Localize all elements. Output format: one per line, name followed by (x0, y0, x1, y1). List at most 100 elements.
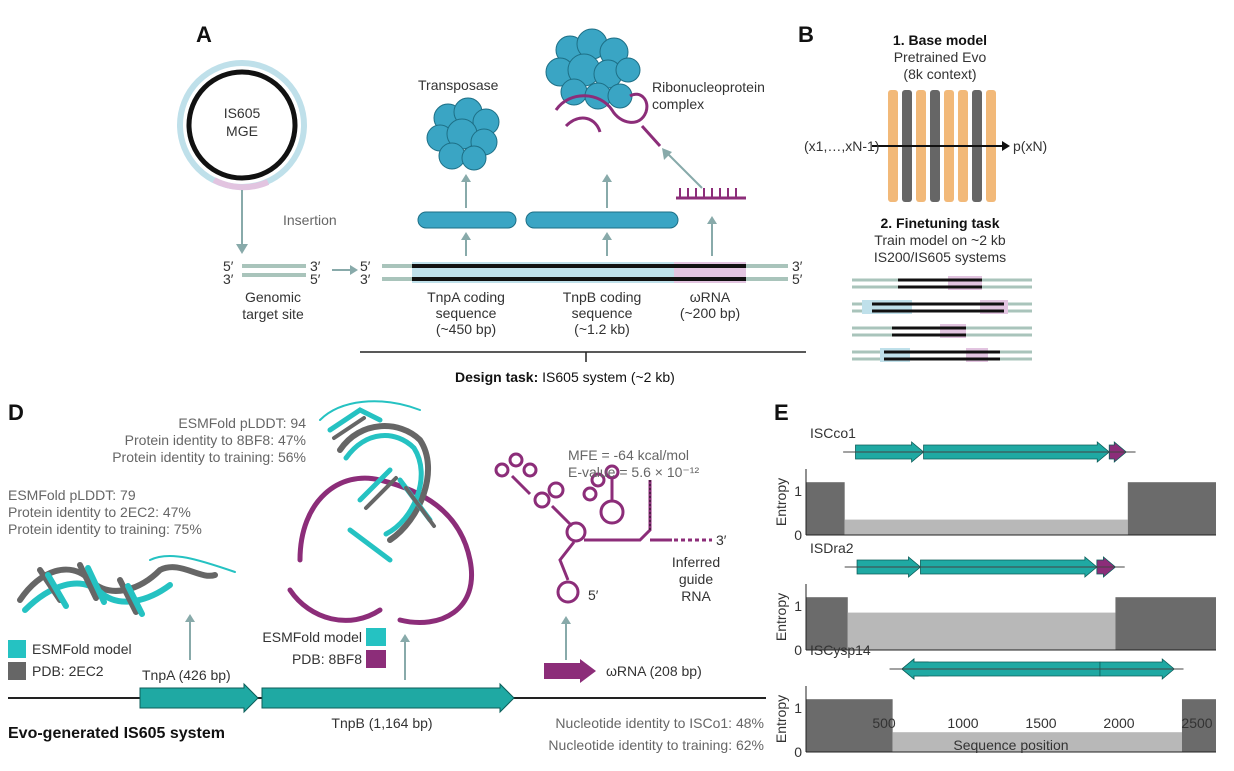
xtick-500: 500 (872, 715, 896, 731)
legend-a-model-swatch (8, 640, 26, 658)
tnpa-coding-line1: TnpA coding (427, 289, 505, 305)
mfe-value: MFE = -64 kcal/mol (568, 447, 689, 463)
evo-gene-map (8, 659, 766, 714)
panel-b-label: B (798, 22, 814, 47)
tnpa-gene-label: TnpA (426 bp) (142, 667, 231, 683)
legend-a-model-label: ESMFold model (32, 641, 132, 657)
mge-label-line1: IS605 (224, 105, 261, 121)
d-structure-arrows (185, 614, 571, 680)
tnpb-gene-arrow (261, 682, 515, 714)
base-model-line3: (8k context) (903, 66, 976, 82)
finetune-line3: IS200/IS605 systems (874, 249, 1006, 265)
ytick-0: 0 (794, 642, 802, 658)
tnpa-coding-line2: sequence (436, 305, 497, 321)
evalue: E-value = 5.6 × 10⁻¹² (568, 464, 699, 480)
xtick-2500: 2500 (1181, 715, 1212, 731)
legend-b-pdb-swatch (366, 650, 386, 668)
tnpa-stat-0: ESMFold pLDDT: 79 (8, 487, 136, 503)
tnpa-stat-2: Protein identity to training: 75% (8, 521, 202, 537)
tnpb-polypeptide (525, 211, 679, 229)
track-name: ISDra2 (810, 540, 854, 556)
genomic-target-site (242, 264, 306, 277)
panel-a-label: A (196, 22, 212, 47)
target-3prime-bottom: 3′ (223, 271, 234, 287)
rnp-label-line2: complex (652, 96, 704, 112)
tnpa-structure (17, 554, 236, 617)
finetune-title: 2. Finetuning task (880, 215, 999, 231)
entropy-segment (806, 699, 893, 752)
entropy-segment (1127, 482, 1216, 535)
nt-identity-2: Nucleotide identity to training: 62% (548, 737, 764, 753)
rna-5prime: 5′ (588, 587, 599, 603)
legend-b: ESMFold model PDB: 8BF8 (262, 628, 386, 668)
locus-3prime-top: 3′ (792, 258, 803, 274)
xtick-1000: 1000 (947, 715, 978, 731)
panel-d-label: D (8, 400, 24, 425)
inferred-line2: guide (679, 571, 713, 587)
entropy-segment (1115, 597, 1216, 650)
entropy-segment (806, 482, 845, 535)
finetune-line2: Train model on ~2 kb (874, 232, 1006, 248)
tnpb-stat-1: Protein identity to 8BF8: 47% (125, 432, 306, 448)
training-systems (852, 276, 1032, 362)
locus-5prime-bottom: 5′ (792, 271, 803, 287)
entropy-tracks: ISCco110EntropyISDra210EntropyISCysp1410… (773, 425, 1216, 760)
track-name: ISCco1 (810, 425, 856, 441)
wrna-structure (494, 452, 712, 604)
insertion-label: Insertion (283, 212, 337, 228)
rnp-structure (545, 28, 662, 148)
entropy-segment (892, 732, 1182, 752)
wrna-transcript (676, 188, 746, 200)
legend-a-pdb-label: PDB: 2EC2 (32, 663, 104, 679)
mge-label-line2: MGE (226, 123, 258, 139)
y-axis-label: Entropy (773, 593, 789, 641)
ytick-1: 1 (794, 598, 802, 614)
wrna-gene-label: ωRNA (208 bp) (606, 663, 702, 679)
xtick-2000: 2000 (1103, 715, 1134, 731)
base-model-line2: Pretrained Evo (894, 49, 987, 65)
entropy-segment (806, 597, 848, 650)
legend-b-model-swatch (366, 628, 386, 646)
design-task-caption: Design task: IS605 system (~2 kb) (455, 369, 675, 385)
tnpa-stat-1: Protein identity to 2EC2: 47% (8, 504, 191, 520)
wrna-coding-line1: ωRNA (690, 289, 731, 305)
target-label-line1: Genomic (245, 289, 301, 305)
tnpb-coding-line3: (~1.2 kb) (574, 321, 630, 337)
rnp-label-line1: Ribonucleoprotein (652, 79, 765, 95)
wrna-gene-arrow (544, 659, 596, 683)
y-axis-label: Entropy (773, 478, 789, 526)
tnpb-stat-2: Protein identity to training: 56% (112, 449, 306, 465)
wrna-coding-line2: (~200 bp) (680, 305, 740, 321)
base-model-title: 1. Base model (893, 32, 987, 48)
model-input: (x1,…,xN-1) (804, 138, 879, 154)
inferred-line1: Inferred (672, 554, 720, 570)
y-axis-label: Entropy (773, 695, 789, 743)
locus-5prime-top: 5′ (360, 258, 371, 274)
legend-b-pdb-label: PDB: 8BF8 (292, 651, 362, 667)
target-5prime-bottom: 5′ (310, 271, 321, 287)
tnpb-gene-label: TnpB (1,164 bp) (331, 715, 432, 731)
insertion-arrow-head (236, 244, 248, 254)
ytick-0: 0 (794, 744, 802, 760)
ytick-0: 0 (794, 527, 802, 543)
evo-model-stack (872, 90, 1010, 202)
target-5prime-top: 5′ (223, 258, 234, 274)
target-3prime-top: 3′ (310, 258, 321, 274)
x-axis-label: Sequence position (953, 737, 1068, 753)
nt-identity-1: Nucleotide identity to ISCo1: 48% (555, 715, 764, 731)
mge-plasmid-diagram (177, 60, 307, 191)
legend-b-model-label: ESMFold model (262, 629, 362, 645)
expression-arrows (461, 148, 717, 256)
system-title: Evo-generated IS605 system (8, 725, 225, 742)
tnpa-gene-arrow (139, 682, 259, 714)
tnpb-coding-line2: sequence (572, 305, 633, 321)
legend-a-pdb-swatch (8, 662, 26, 680)
xtick-1500: 1500 (1025, 715, 1056, 731)
ytick-1: 1 (794, 483, 802, 499)
is605-locus (382, 262, 788, 283)
locus-3prime-bottom: 3′ (360, 271, 371, 287)
transposase-label: Transposase (418, 77, 499, 93)
entropy-segment (844, 519, 1128, 535)
tnpa-coding-line3: (~450 bp) (436, 321, 496, 337)
